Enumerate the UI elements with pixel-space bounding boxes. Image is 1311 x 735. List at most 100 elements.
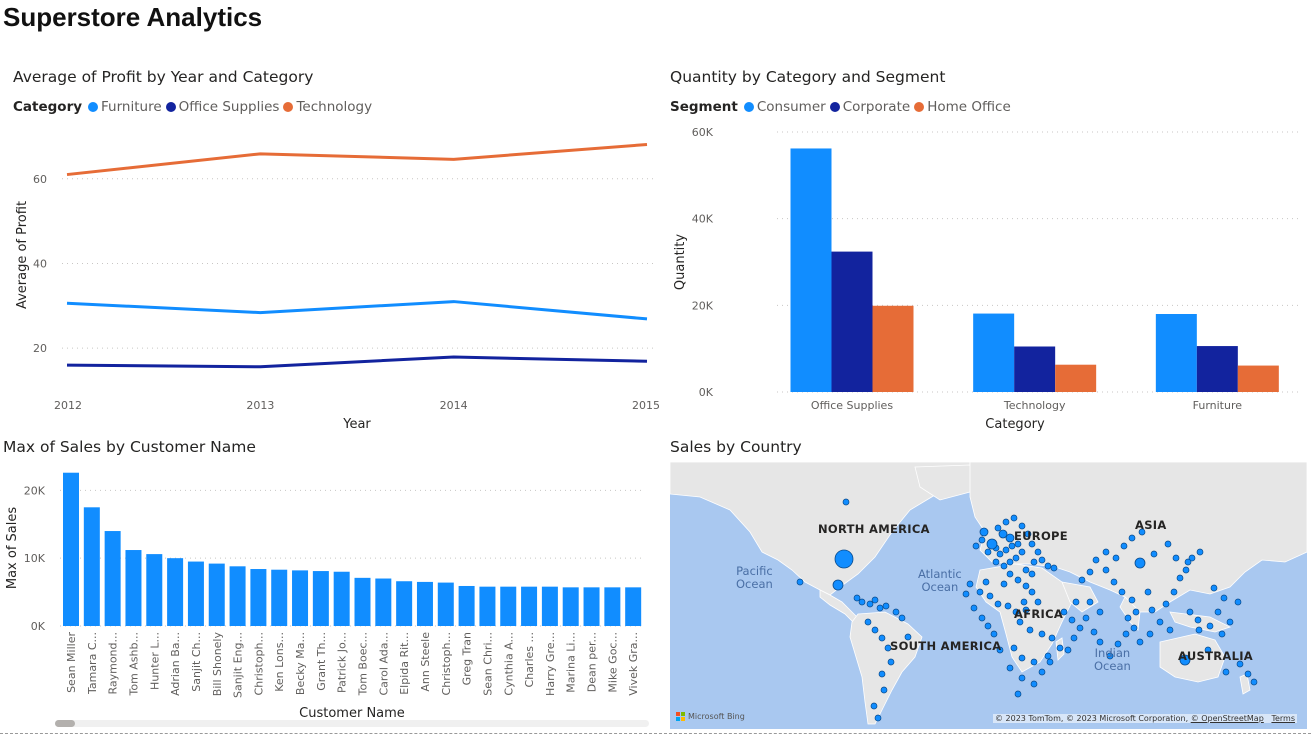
sales-bubble[interactable] <box>1214 608 1222 616</box>
sales-bubble[interactable] <box>1114 640 1122 648</box>
bar-customer[interactable] <box>500 586 517 626</box>
sales-bubble[interactable] <box>1176 574 1184 582</box>
sales-bubble[interactable] <box>998 529 1008 539</box>
sales-bubble[interactable] <box>1134 557 1146 569</box>
sales-bubble[interactable] <box>864 618 872 626</box>
sales-bubble[interactable] <box>1006 570 1014 578</box>
sales-bubble[interactable] <box>1008 542 1016 550</box>
sales-bubble[interactable] <box>878 670 886 678</box>
sales-bubble[interactable] <box>996 646 1004 654</box>
sales-bubble[interactable] <box>1210 584 1218 592</box>
bar-customer[interactable] <box>562 587 579 626</box>
bar-customer[interactable] <box>167 558 184 626</box>
sales-bubble[interactable] <box>1128 596 1136 604</box>
sales-bubble[interactable] <box>1034 598 1042 606</box>
sales-bubble[interactable] <box>1010 644 1018 652</box>
sales-bubble[interactable] <box>996 550 1004 558</box>
sales-bubble[interactable] <box>1132 608 1140 616</box>
sales-bubble[interactable] <box>1038 556 1046 564</box>
bar-customer[interactable] <box>208 563 225 626</box>
sales-bubble[interactable] <box>1196 548 1204 556</box>
sales-bubble[interactable] <box>1034 548 1042 556</box>
legend-item-furniture[interactable]: Furniture <box>88 99 162 115</box>
sales-bubble[interactable] <box>1028 570 1036 578</box>
sales-bubble[interactable] <box>1086 598 1094 606</box>
sales-bubble[interactable] <box>1120 542 1128 550</box>
sales-bubble[interactable] <box>1018 654 1026 662</box>
sales-bubble[interactable] <box>1044 652 1052 660</box>
bar-customer[interactable] <box>104 531 121 626</box>
sales-bubble[interactable] <box>1060 608 1068 616</box>
sales-bubble[interactable] <box>1064 646 1072 654</box>
sales-bubble[interactable] <box>1166 626 1174 634</box>
sales-bubble[interactable] <box>970 604 978 612</box>
bar-customer[interactable] <box>375 578 392 626</box>
sales-bubble[interactable] <box>1012 554 1020 562</box>
bar-customer[interactable] <box>125 550 142 626</box>
sales-bubble[interactable] <box>1014 576 1022 584</box>
profit-line-chart[interactable]: 20 40 60 2012 2013 2014 2015 Year Average of Pro… <box>0 120 665 440</box>
sales-bubble[interactable] <box>1076 624 1084 632</box>
sales-bubble[interactable] <box>1086 568 1094 576</box>
sales-bubble[interactable] <box>1096 638 1104 646</box>
sales-bubble[interactable] <box>1022 566 1030 574</box>
sales-bubble[interactable] <box>1182 566 1190 574</box>
sales-bubble[interactable] <box>1110 578 1118 586</box>
bar-customer[interactable] <box>187 561 204 626</box>
bar-customer[interactable] <box>416 581 433 626</box>
sales-bubble[interactable] <box>1164 540 1172 548</box>
sales-bubble[interactable] <box>1179 654 1191 666</box>
sales-bubble[interactable] <box>1186 608 1194 616</box>
sales-bubble[interactable] <box>1070 634 1078 642</box>
bar-customer[interactable] <box>625 587 642 626</box>
sales-bubble[interactable] <box>986 592 994 600</box>
scrollbar-thumb[interactable] <box>55 720 75 727</box>
sales-bubble[interactable] <box>1022 606 1030 614</box>
bar-customer[interactable] <box>146 554 163 626</box>
sales-bar-chart[interactable]: 0K 10K 20K Sean Miller Tamara C... Raymond...… <box>0 470 660 722</box>
terms-link[interactable]: Terms <box>1271 714 1295 723</box>
bar-furniture-consumer[interactable] <box>1155 314 1197 392</box>
sales-bubble[interactable] <box>1150 550 1158 558</box>
sales-bubble[interactable] <box>1144 588 1152 596</box>
sales-bubble[interactable] <box>1236 660 1244 668</box>
sales-bubble[interactable] <box>832 579 844 591</box>
bar-office-supplies-corporate[interactable] <box>831 251 873 392</box>
sales-bubble[interactable] <box>1050 564 1058 572</box>
sales-bubble[interactable] <box>1012 608 1020 616</box>
bar-customer[interactable] <box>229 566 246 626</box>
sales-bubble[interactable] <box>1014 540 1022 548</box>
bar-office-supplies-home-office[interactable] <box>872 305 914 392</box>
sales-bubble[interactable] <box>1048 634 1056 642</box>
legend-item-home-office[interactable]: Home Office <box>914 99 1011 115</box>
legend-item-technology[interactable]: Technology <box>283 99 372 115</box>
bar-furniture-home-office[interactable] <box>1237 365 1279 392</box>
legend-item-office-supplies[interactable]: Office Supplies <box>165 99 279 115</box>
sales-bubble[interactable] <box>1206 622 1214 630</box>
legend-item-consumer[interactable]: Consumer <box>743 99 826 115</box>
sales-bubble[interactable] <box>1172 554 1180 562</box>
bar-customer[interactable] <box>458 585 475 626</box>
sales-bubble[interactable] <box>1170 588 1178 596</box>
sales-bubble[interactable] <box>990 630 998 638</box>
sales-bubble[interactable] <box>1188 554 1196 562</box>
sales-bubble[interactable] <box>1106 652 1114 660</box>
bar-customer[interactable] <box>541 586 558 626</box>
sales-bubble[interactable] <box>1218 630 1226 638</box>
sales-bubble[interactable] <box>1038 668 1046 676</box>
sales-bubble[interactable] <box>1156 618 1164 626</box>
sales-bubble[interactable] <box>1030 680 1038 688</box>
sales-bubble[interactable] <box>1082 614 1090 622</box>
sales-bubble[interactable] <box>1072 598 1080 606</box>
sales-bubble[interactable] <box>1022 582 1030 590</box>
sales-bubble[interactable] <box>1028 540 1036 548</box>
sales-bubble[interactable] <box>1078 576 1086 584</box>
openstreetmap-link[interactable]: © OpenStreetMap <box>1190 714 1264 723</box>
sales-bubble[interactable] <box>1024 530 1032 538</box>
bar-customer[interactable] <box>479 586 496 626</box>
sales-bubble[interactable] <box>1226 618 1234 626</box>
sales-bubble[interactable] <box>1018 522 1026 530</box>
sales-bubble[interactable] <box>1234 598 1242 606</box>
sales-bubble[interactable] <box>1046 658 1054 666</box>
bar-customer[interactable] <box>437 582 454 626</box>
